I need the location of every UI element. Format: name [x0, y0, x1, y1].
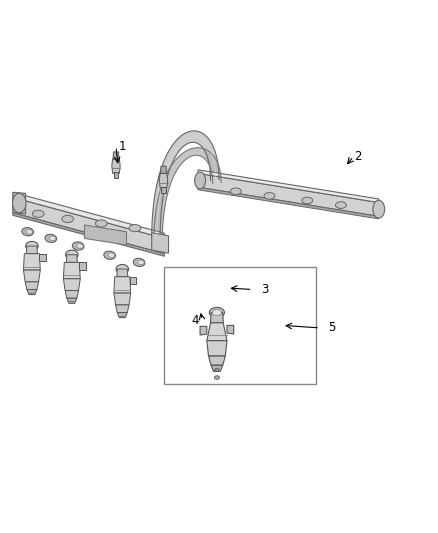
Text: 2: 2 — [354, 150, 362, 163]
Ellipse shape — [116, 264, 129, 273]
Polygon shape — [227, 325, 234, 334]
Polygon shape — [25, 282, 39, 289]
Polygon shape — [113, 152, 119, 159]
Ellipse shape — [32, 210, 44, 217]
Ellipse shape — [25, 241, 38, 251]
Ellipse shape — [336, 202, 346, 208]
Polygon shape — [152, 131, 219, 239]
Polygon shape — [24, 270, 40, 282]
Polygon shape — [159, 173, 168, 188]
Polygon shape — [64, 262, 80, 279]
Ellipse shape — [26, 229, 33, 234]
Ellipse shape — [302, 197, 313, 204]
Ellipse shape — [209, 308, 224, 318]
Ellipse shape — [72, 242, 84, 250]
Ellipse shape — [45, 234, 57, 243]
Text: 1: 1 — [119, 140, 127, 153]
Polygon shape — [39, 254, 46, 261]
Polygon shape — [207, 341, 227, 356]
Polygon shape — [208, 356, 225, 365]
Polygon shape — [198, 170, 379, 203]
Polygon shape — [154, 148, 221, 243]
Polygon shape — [152, 233, 169, 253]
Polygon shape — [161, 166, 166, 173]
Ellipse shape — [194, 172, 205, 189]
Polygon shape — [211, 312, 223, 323]
Ellipse shape — [13, 193, 26, 213]
Polygon shape — [112, 159, 120, 173]
Polygon shape — [85, 225, 127, 245]
Ellipse shape — [66, 250, 78, 260]
Ellipse shape — [212, 310, 222, 316]
Ellipse shape — [230, 188, 241, 195]
Polygon shape — [114, 277, 131, 293]
Polygon shape — [198, 173, 379, 216]
Polygon shape — [198, 187, 379, 219]
Text: 5: 5 — [328, 321, 336, 334]
Polygon shape — [161, 187, 166, 193]
Ellipse shape — [264, 192, 275, 199]
Ellipse shape — [77, 244, 83, 248]
Ellipse shape — [215, 368, 219, 372]
Ellipse shape — [133, 259, 145, 266]
Ellipse shape — [108, 253, 115, 257]
Polygon shape — [27, 289, 37, 295]
Polygon shape — [26, 246, 37, 254]
Ellipse shape — [49, 236, 56, 241]
Polygon shape — [117, 312, 127, 318]
Ellipse shape — [104, 251, 116, 260]
Polygon shape — [211, 365, 223, 372]
Polygon shape — [116, 305, 129, 312]
Polygon shape — [200, 326, 207, 335]
Polygon shape — [114, 293, 131, 305]
Ellipse shape — [138, 260, 144, 265]
Polygon shape — [67, 298, 77, 303]
Polygon shape — [13, 197, 164, 254]
Ellipse shape — [95, 220, 107, 227]
Polygon shape — [79, 262, 86, 270]
Text: 4: 4 — [192, 314, 199, 327]
Ellipse shape — [62, 215, 74, 222]
Ellipse shape — [373, 200, 385, 218]
Polygon shape — [67, 255, 77, 262]
Bar — [164, 266, 316, 384]
Text: 3: 3 — [261, 283, 268, 296]
Polygon shape — [13, 192, 164, 238]
Polygon shape — [13, 192, 25, 214]
Ellipse shape — [214, 376, 219, 379]
Polygon shape — [13, 213, 164, 256]
Ellipse shape — [22, 228, 34, 236]
Ellipse shape — [129, 224, 141, 232]
Polygon shape — [24, 254, 40, 270]
Polygon shape — [207, 323, 227, 341]
Polygon shape — [117, 269, 128, 277]
Polygon shape — [114, 172, 118, 179]
Polygon shape — [130, 277, 136, 285]
Polygon shape — [64, 279, 80, 290]
Polygon shape — [65, 290, 78, 298]
